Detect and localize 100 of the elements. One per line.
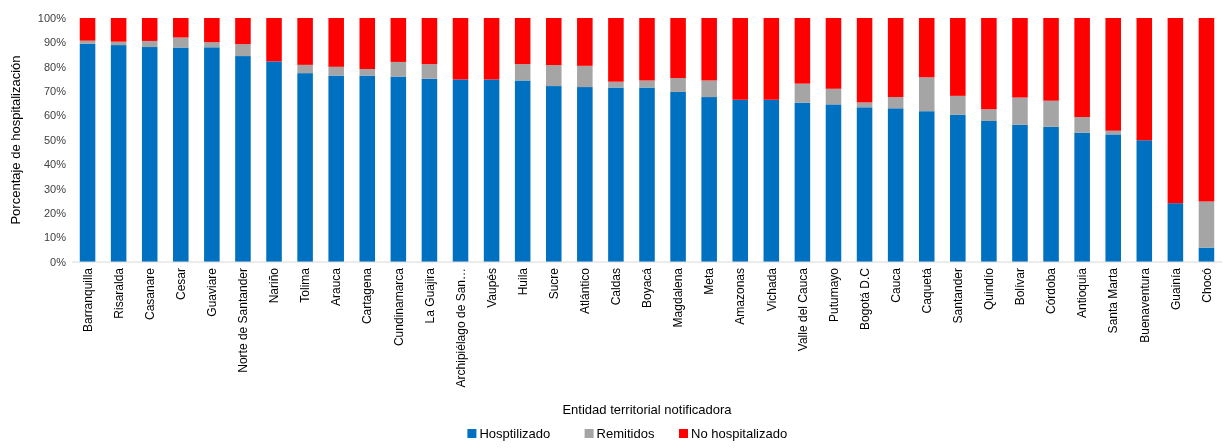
- x-tick-label: Casanare: [142, 267, 157, 321]
- bar: [701, 80, 717, 98]
- bar: [545, 18, 562, 66]
- bar: [670, 91, 686, 262]
- bar: [141, 47, 158, 262]
- bar: [981, 109, 997, 121]
- bar: [701, 97, 717, 262]
- bar: [608, 81, 624, 88]
- bar: [732, 18, 749, 100]
- bar: [1074, 132, 1090, 262]
- bar: [856, 18, 873, 103]
- x-tick-label: Quindío: [982, 267, 997, 311]
- bar: [856, 107, 873, 262]
- bar: [1167, 18, 1184, 204]
- bar: [1074, 117, 1090, 133]
- bar: [918, 18, 935, 78]
- bar: [545, 86, 562, 262]
- bar: [1198, 201, 1215, 248]
- bar: [794, 83, 811, 103]
- bar: [670, 18, 686, 79]
- x-tick-label: Cauca: [888, 267, 903, 303]
- x-tick-label: Valle del Cauca: [795, 267, 810, 352]
- bar: [359, 69, 376, 76]
- bar: [825, 104, 842, 262]
- bar: [235, 56, 251, 262]
- x-tick-label: La Guajira: [422, 267, 437, 324]
- x-axis-title: Entidad territorial notificadora: [562, 402, 733, 417]
- bar: [421, 64, 438, 79]
- x-tick-label: Vichada: [764, 267, 779, 312]
- y-tick-label: 30%: [43, 182, 67, 195]
- x-tick-label: Caquetá: [919, 267, 934, 314]
- bar: [1167, 203, 1184, 262]
- x-tick-label: Guainía: [1168, 267, 1183, 311]
- x-tick-label: Chocó: [1199, 267, 1214, 303]
- x-tick-label: Boyacá: [640, 267, 655, 309]
- bar: [701, 18, 717, 81]
- bar: [577, 87, 593, 262]
- bar: [639, 18, 655, 81]
- bar: [856, 102, 873, 108]
- bar: [297, 73, 313, 262]
- bar: [950, 95, 966, 115]
- x-tick-label: Cundinamarca: [391, 267, 406, 347]
- bar: [732, 99, 749, 262]
- bar: [1043, 100, 1059, 127]
- x-tick-label: Bolívar: [1013, 268, 1028, 306]
- bar: [639, 87, 655, 262]
- y-tick-label: 60%: [43, 109, 67, 122]
- bar: [173, 18, 189, 38]
- bar: [266, 18, 282, 62]
- x-tick-label: Buenaventura: [1137, 267, 1152, 343]
- y-tick-label: 20%: [43, 207, 67, 220]
- bar: [981, 120, 997, 262]
- bar: [204, 42, 220, 48]
- bar: [110, 45, 127, 262]
- bar: [794, 102, 811, 262]
- bar: [79, 40, 96, 44]
- bar: [918, 77, 935, 112]
- x-tick-label: Nariño: [267, 267, 282, 304]
- bar: [1043, 126, 1059, 262]
- bar: [545, 65, 562, 87]
- bar: [173, 37, 189, 48]
- bar: [639, 80, 655, 88]
- bar: [390, 18, 407, 62]
- y-tick-label: 100%: [37, 11, 67, 24]
- legend-label: Hosptilizado: [479, 426, 551, 441]
- bar: [514, 64, 531, 81]
- x-tick-label: Cartagena: [360, 267, 375, 325]
- y-tick-label: 50%: [43, 133, 67, 146]
- x-tick-label: Sucre: [546, 267, 561, 300]
- x-tick-label: Huila: [515, 267, 530, 296]
- bar: [235, 18, 251, 45]
- bar: [235, 44, 251, 57]
- bar: [141, 18, 158, 41]
- legend-label: Remitidos: [596, 426, 655, 441]
- bar: [297, 18, 313, 65]
- y-tick-label: 90%: [43, 36, 67, 49]
- x-tick-label: Risaralda: [111, 267, 126, 319]
- bar: [359, 75, 376, 262]
- bar: [110, 18, 127, 42]
- bar: [981, 18, 997, 110]
- y-tick-label: 70%: [43, 85, 67, 98]
- bar: [328, 75, 344, 262]
- bar: [1012, 18, 1028, 98]
- bar: [1043, 18, 1059, 101]
- x-tick-label: Putumayo: [826, 267, 841, 323]
- bar: [670, 78, 686, 92]
- x-tick-label: Arauca: [329, 267, 344, 307]
- bar: [297, 64, 313, 74]
- x-tick-label: Caldas: [609, 268, 624, 306]
- bar: [1198, 18, 1215, 202]
- bar: [266, 61, 282, 262]
- x-tick-label: Tolima: [298, 267, 313, 303]
- bar: [950, 18, 966, 96]
- x-tick-label: Meta: [702, 267, 717, 295]
- x-tick-label: Bogotá D.C: [857, 267, 872, 331]
- bar: [887, 108, 904, 262]
- bar: [825, 18, 842, 89]
- bar: [483, 79, 500, 262]
- bar: [79, 18, 96, 41]
- bar: [763, 18, 780, 100]
